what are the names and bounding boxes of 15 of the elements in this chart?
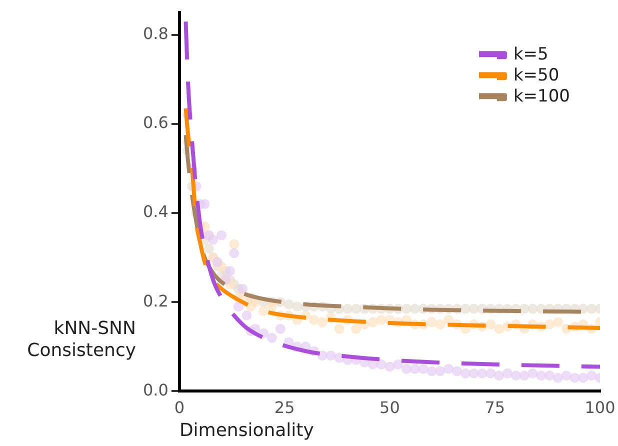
x-tick-label: 50 bbox=[380, 398, 400, 417]
y-tick-label: 0.0 bbox=[142, 380, 168, 400]
y-tick-label: 0.4 bbox=[142, 202, 168, 222]
y-axis-title: kNN-SNN Consistency bbox=[26, 318, 136, 362]
legend-label: k=100 bbox=[513, 86, 570, 107]
x-tick-label: 25 bbox=[274, 398, 295, 417]
y-tick-label: 0.2 bbox=[142, 291, 168, 310]
x-axis-title: Dimensionality bbox=[179, 420, 314, 441]
y-tick-label: 0.8 bbox=[142, 24, 168, 44]
x-tick-label: 0 bbox=[174, 398, 185, 417]
legend-label: k=50 bbox=[513, 66, 560, 86]
x-tick-label: 100 bbox=[584, 398, 616, 417]
y-tick-label: 0.6 bbox=[142, 113, 168, 132]
x-tick-label: 75 bbox=[484, 398, 506, 417]
legend-label: k=5 bbox=[513, 44, 548, 65]
